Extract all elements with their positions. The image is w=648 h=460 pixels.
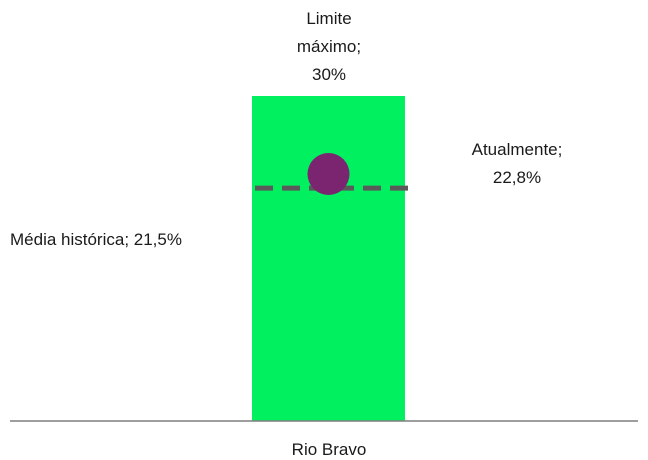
- current-label-value: 22,8%: [493, 168, 541, 187]
- historical-average-label: Média histórica; 21,5%: [10, 230, 182, 249]
- max-limit-label-value: 30%: [312, 65, 346, 84]
- max-limit-bar: [252, 96, 405, 421]
- category-label: Rio Bravo: [292, 440, 367, 459]
- max-limit-label-line1: Limite: [306, 9, 351, 28]
- current-value-marker: [307, 153, 350, 195]
- current-label-line1: Atualmente;: [472, 140, 563, 159]
- max-limit-label-line2: máximo;: [297, 37, 361, 56]
